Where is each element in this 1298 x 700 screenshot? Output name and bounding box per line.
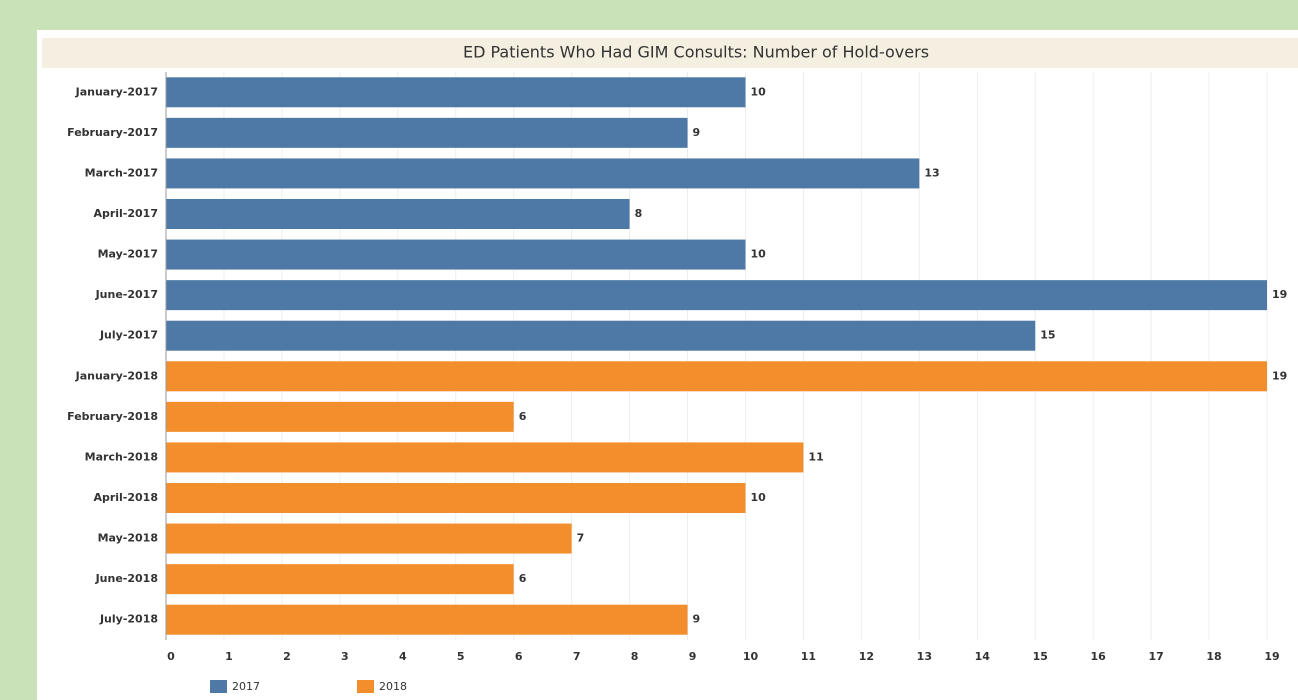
- y-tick-label: March-2017: [85, 166, 158, 179]
- x-tick-label: 12: [859, 650, 874, 663]
- bar: [166, 117, 688, 148]
- x-tick-label: 18: [1206, 650, 1221, 663]
- bar: [166, 158, 920, 189]
- value-label: 7: [577, 532, 585, 545]
- x-tick-label: 5: [457, 650, 465, 663]
- x-tick-label: 10: [743, 650, 759, 663]
- bar: [166, 280, 1268, 311]
- y-tick-label: May-2018: [98, 532, 158, 545]
- bar: [166, 442, 804, 473]
- bar: [166, 564, 514, 595]
- x-tick-label: 4: [399, 650, 407, 663]
- value-label: 8: [635, 207, 643, 220]
- y-tick-label: April-2017: [93, 207, 158, 220]
- value-label: 6: [519, 410, 527, 423]
- value-label: 10: [750, 248, 766, 261]
- bar: [166, 523, 572, 554]
- y-tick-label: July-2017: [99, 329, 158, 342]
- x-tick-label: 13: [917, 650, 932, 663]
- value-label: 19: [1272, 369, 1287, 382]
- x-tick-label: 1: [225, 650, 233, 663]
- y-tick-label: January-2018: [75, 369, 158, 382]
- bar: [166, 320, 1036, 351]
- legend-label: 2018: [379, 680, 407, 693]
- value-label: 6: [519, 572, 527, 585]
- x-tick-label: 7: [573, 650, 581, 663]
- y-tick-label: May-2017: [98, 248, 158, 261]
- bar: [166, 604, 688, 635]
- value-label: 9: [693, 126, 701, 139]
- value-label: 19: [1272, 288, 1287, 301]
- title-band: [42, 38, 1298, 68]
- x-tick-label: 9: [689, 650, 697, 663]
- x-tick-label: 8: [631, 650, 639, 663]
- chart-title: ED Patients Who Had GIM Consults: Number…: [463, 43, 929, 62]
- x-tick-label: 0: [167, 650, 175, 663]
- y-tick-label: March-2018: [85, 450, 158, 463]
- value-label: 9: [693, 613, 701, 626]
- y-tick-label: February-2018: [67, 410, 158, 423]
- y-tick-label: April-2018: [93, 491, 158, 504]
- bar: [166, 239, 746, 270]
- bar: [166, 199, 630, 229]
- value-label: 10: [750, 491, 766, 504]
- bar: [166, 401, 514, 432]
- x-tick-label: 11: [801, 650, 816, 663]
- legend-label: 2017: [232, 680, 260, 693]
- y-tick-label: February-2017: [67, 126, 158, 139]
- legend-swatch: [357, 680, 374, 693]
- value-label: 10: [750, 85, 766, 98]
- x-tick-label: 16: [1091, 650, 1107, 663]
- x-tick-label: 6: [515, 650, 523, 663]
- x-tick-label: 14: [975, 650, 991, 663]
- y-tick-label: January-2017: [75, 85, 158, 98]
- y-tick-label: June-2017: [95, 288, 158, 301]
- value-label: 11: [808, 450, 823, 463]
- x-tick-label: 19: [1264, 650, 1279, 663]
- y-tick-label: July-2018: [99, 613, 158, 626]
- value-label: 13: [924, 166, 939, 179]
- x-tick-label: 3: [341, 650, 349, 663]
- x-tick-label: 2: [283, 650, 291, 663]
- y-tick-label: June-2018: [95, 572, 158, 585]
- x-tick-label: 17: [1148, 650, 1163, 663]
- x-tick-label: 15: [1033, 650, 1048, 663]
- value-label: 15: [1040, 329, 1055, 342]
- legend-swatch: [210, 680, 227, 693]
- bar: [166, 483, 746, 513]
- bar: [166, 77, 746, 108]
- bar: [166, 361, 1268, 392]
